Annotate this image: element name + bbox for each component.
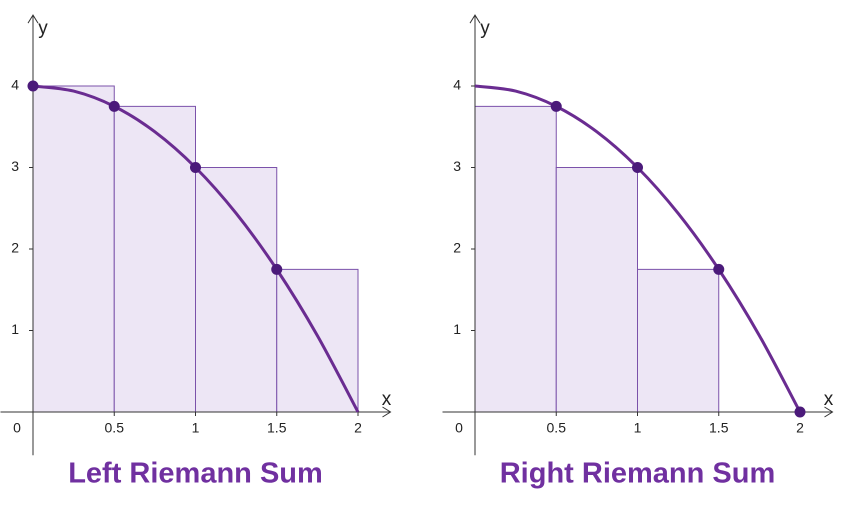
y-tick-label: 1 (11, 321, 19, 337)
y-tick-label: 3 (453, 158, 461, 174)
chart-title: Left Riemann Sum (68, 458, 323, 490)
sample-point (550, 100, 562, 112)
chart: x y 0 0.5 1 1.5 2 1 2 3 4 Right Riemann Sum (442, 14, 834, 490)
x-tick-label: 1 (192, 420, 200, 436)
curve (474, 84, 802, 413)
x-tick-label: 1 (634, 420, 642, 436)
riemann-rect (555, 167, 638, 413)
sample-point (713, 263, 725, 275)
x-tick-label: 1.5 (267, 420, 287, 436)
chart: x y 0 0.5 1 1.5 2 1 2 3 4 Left Riemann Sum (0, 14, 392, 490)
sample-point (794, 406, 806, 418)
y-axis-label: y (480, 18, 490, 39)
x-tick-label: 1.5 (709, 420, 729, 436)
sample-point (108, 100, 120, 112)
x-axis-label: x (824, 389, 834, 410)
x-axis-label: x (382, 389, 392, 410)
x-tick-label: 0 (13, 420, 21, 436)
y-tick-label: 3 (11, 158, 19, 174)
x-tick-label: 0.5 (105, 420, 125, 436)
y-tick-label: 4 (453, 77, 461, 93)
riemann-rect (32, 85, 115, 413)
sample-point (271, 263, 283, 275)
riemann-rect (113, 105, 196, 413)
sample-point (632, 162, 643, 173)
riemann-rect (637, 268, 720, 413)
y-axis-arrow (469, 14, 481, 24)
x-tick-label: 2 (354, 420, 362, 436)
y-tick-label: 2 (11, 240, 19, 256)
x-axis-arrow (382, 406, 392, 418)
x-tick-label: 0.5 (547, 420, 567, 436)
riemann-rect (195, 167, 278, 413)
x-tick-label: 0 (455, 420, 463, 436)
sample-point (27, 80, 39, 92)
sample-point (190, 162, 201, 173)
y-tick-label: 4 (11, 77, 19, 93)
y-tick-label: 1 (453, 321, 461, 337)
chart-title: Right Riemann Sum (500, 458, 776, 490)
y-axis-arrow (27, 14, 39, 24)
x-tick-label: 2 (796, 420, 804, 436)
y-axis-label: y (38, 18, 48, 39)
riemann-rect (474, 105, 557, 413)
curve (32, 84, 360, 413)
y-tick-label: 2 (453, 240, 461, 256)
x-axis-arrow (824, 406, 834, 418)
